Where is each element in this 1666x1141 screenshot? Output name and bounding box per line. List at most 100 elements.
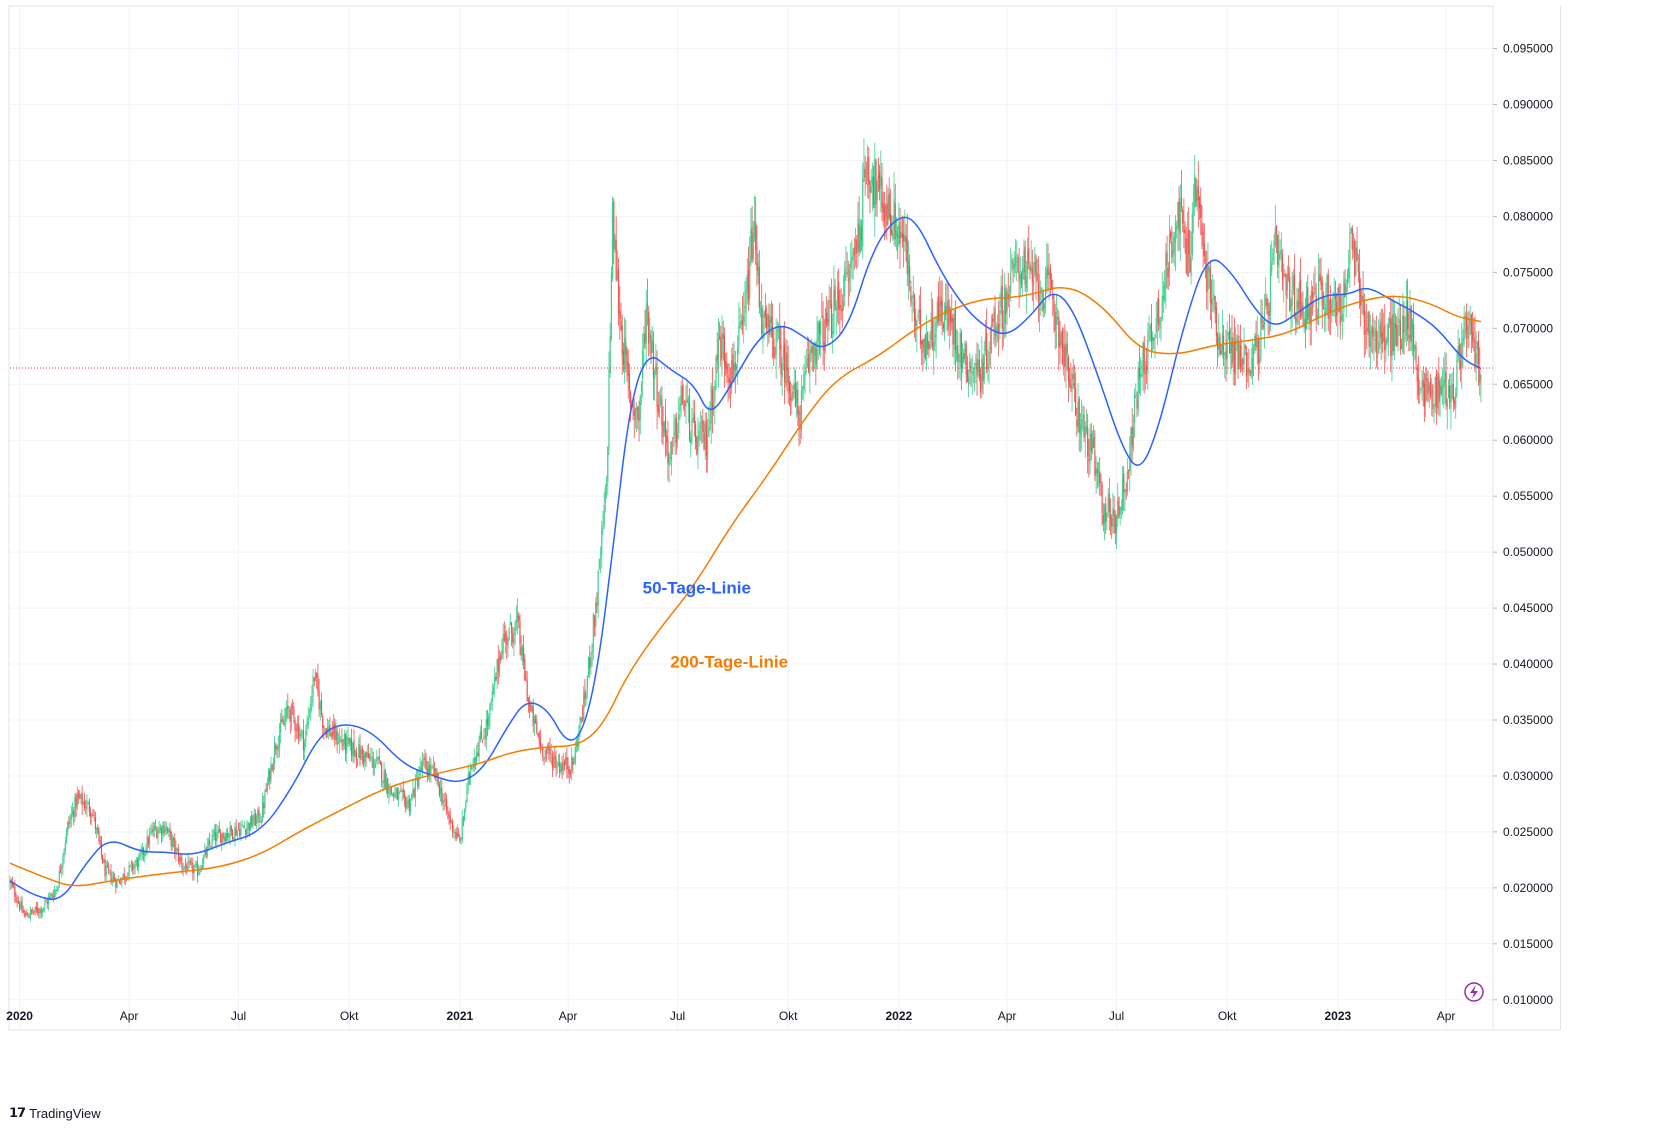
candle-body [102, 854, 104, 863]
candle-body [912, 291, 914, 299]
candle-body [372, 757, 374, 769]
candle-body [1242, 358, 1244, 365]
candle-body [1131, 427, 1133, 446]
ma50-annotation: 50-Tage-Linie [643, 579, 751, 598]
candle-body [1237, 336, 1239, 368]
candle-body [684, 401, 686, 407]
candle-body [602, 525, 604, 529]
candle-body [726, 363, 728, 374]
candle-body [770, 316, 772, 323]
candle-body [654, 370, 656, 379]
candle-body [465, 801, 467, 808]
candle-body [218, 829, 220, 833]
candle-body [655, 362, 657, 371]
candle-body [1058, 316, 1060, 348]
candle-body [810, 347, 812, 354]
candle-body [1339, 295, 1341, 326]
candle-body [782, 345, 784, 359]
candle-body [818, 323, 821, 333]
candle-body [343, 734, 345, 745]
price-axis: 0.095000 0.090000 0.085000 0.080000 0.075000… [1492, 6, 1561, 1030]
candle-body [1065, 342, 1067, 366]
candle-body [759, 309, 762, 311]
lightning-icon-bolt [1470, 985, 1478, 999]
candle-body [276, 746, 278, 749]
candle-body [816, 339, 818, 368]
candle-body [1342, 313, 1344, 322]
candle-body [1049, 268, 1051, 280]
candle-body [577, 742, 579, 747]
candle-body [636, 407, 638, 412]
candle-body [21, 900, 23, 911]
candle-body [112, 876, 115, 878]
candle-body [560, 764, 562, 772]
candle-body [1178, 198, 1180, 232]
candle-body [675, 417, 677, 443]
candle-body [676, 434, 679, 439]
candle-body [1071, 373, 1073, 393]
candle-body [1408, 334, 1410, 339]
candle-body [960, 332, 962, 368]
candle-body [390, 786, 392, 794]
candle-body [1378, 342, 1380, 355]
x-tick-label: Jul [231, 1009, 246, 1023]
candle-body [771, 325, 774, 337]
candle-body [917, 314, 919, 318]
candle-body [579, 717, 581, 730]
candle-body [599, 557, 602, 559]
candle-body [1280, 250, 1282, 255]
candle-body [895, 231, 898, 236]
candle-body [1386, 337, 1388, 343]
candle-body [1479, 369, 1481, 383]
candle-body [598, 558, 600, 568]
candle-body [1269, 267, 1272, 313]
candle-body [58, 870, 60, 886]
candle-body [860, 227, 863, 241]
candle-body [965, 344, 967, 375]
candle-body [626, 350, 628, 366]
candle-body [289, 709, 291, 722]
candle-body [697, 435, 699, 453]
candle-body [203, 855, 205, 864]
candle-body [1036, 273, 1038, 281]
candle-body [530, 705, 532, 712]
candle-body [1094, 449, 1096, 476]
candle-body [310, 703, 312, 714]
candle-body [288, 710, 290, 712]
candle-body [947, 300, 949, 331]
candle-body [198, 871, 200, 876]
candle-body [727, 375, 729, 379]
candle-body [986, 332, 988, 369]
candle-body [874, 159, 876, 209]
candle-body [1297, 300, 1299, 309]
candle-body [1228, 329, 1231, 354]
x-tick-label: Okt [340, 1009, 359, 1023]
candle-body [1301, 302, 1303, 316]
candle-body [277, 746, 279, 751]
candle-body [648, 311, 650, 344]
candle-body [1106, 513, 1108, 519]
candle-body [762, 322, 764, 339]
candle-body [1332, 294, 1334, 305]
candle-body [713, 405, 715, 409]
candle-body [403, 792, 406, 798]
candle-body [1115, 516, 1118, 534]
candle-body [639, 396, 641, 421]
candle-body [1012, 262, 1014, 265]
candle-body [793, 382, 795, 390]
candle-body [987, 364, 989, 371]
candle-body [567, 767, 569, 770]
candle-body [1477, 340, 1480, 365]
candle-body [634, 408, 637, 421]
candle-body [508, 627, 510, 641]
candle-body [1102, 514, 1104, 524]
candle-body [1167, 267, 1169, 277]
candle-body [889, 213, 892, 233]
candle-body [814, 345, 816, 355]
candle-body [662, 421, 664, 438]
tradingview-brand[interactable]: 𝟭𝟳 TradingView [9, 1105, 101, 1121]
candle-body [211, 835, 213, 848]
candle-body [336, 730, 338, 745]
